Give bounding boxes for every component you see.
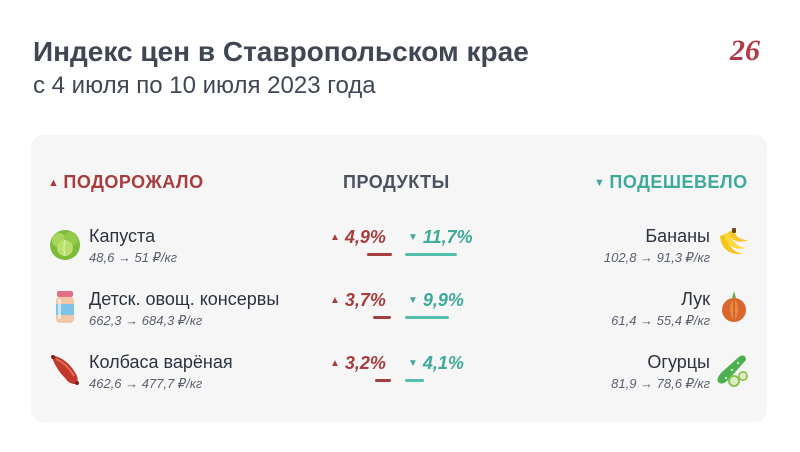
product-name: Колбаса варёная	[89, 352, 233, 372]
product-name: Огурцы	[647, 352, 710, 372]
sausage-icon	[51, 355, 79, 385]
header-price-up: ▲ ПОДОРОЖАЛО	[48, 172, 204, 192]
increase-percent: ▲ 3,7%	[330, 290, 386, 310]
cabbage-icon	[50, 230, 80, 260]
price-row: Детск. овощ. консервы 662,3 → 684,3 ₽/кг…	[0, 289, 800, 339]
increase-bar	[367, 253, 392, 256]
onion-icon	[722, 291, 746, 322]
decrease-percent: ▼ 11,7%	[408, 227, 473, 247]
header-products: ПРОДУКТЫ	[343, 172, 450, 192]
banana-icon	[720, 228, 748, 255]
down-triangle-icon: ▼	[594, 177, 606, 189]
logo-text: 26	[729, 34, 760, 67]
increase-bar	[373, 316, 391, 319]
price-change: 61,4 → 55,4 ₽/кг	[611, 313, 710, 328]
header-price-down: ▼ ПОДЕШЕВЕЛО	[594, 172, 748, 192]
increase-bar	[375, 379, 391, 382]
decrease-bar	[405, 253, 457, 256]
product-name: Капуста	[89, 226, 156, 246]
increase-percent: ▲ 3,2%	[330, 353, 386, 373]
down-triangle-icon: ▼	[408, 358, 418, 369]
down-triangle-icon: ▼	[408, 295, 418, 306]
product-name: Лук	[681, 289, 710, 309]
up-triangle-icon: ▲	[330, 295, 340, 306]
price-row: Колбаса варёная 462,6 → 477,7 ₽/кг ▲ 3,2%…	[0, 352, 800, 402]
price-change: 81,9 → 78,6 ₽/кг	[611, 376, 710, 391]
decrease-percent: ▼ 9,9%	[408, 290, 464, 310]
increase-percent: ▲ 4,9%	[330, 227, 386, 247]
decrease-bar	[405, 379, 424, 382]
brand-logo: 26	[729, 34, 760, 67]
down-triangle-icon: ▼	[408, 232, 418, 243]
price-row: Капуста 48,6 → 51 ₽/кг ▲ 4,9% ▼ 11,7% Бана…	[0, 226, 800, 276]
baby-food-jar-icon	[56, 291, 74, 323]
page-subtitle: с 4 июля по 10 июля 2023 года	[33, 72, 376, 99]
product-name: Бананы	[645, 226, 710, 246]
price-change: 48,6 → 51 ₽/кг	[89, 250, 178, 265]
cucumber-icon	[717, 355, 748, 387]
price-change: 102,8 → 91,3 ₽/кг	[603, 250, 710, 265]
price-change: 662,3 → 684,3 ₽/кг	[89, 313, 203, 328]
up-triangle-icon: ▲	[330, 232, 340, 243]
price-change: 462,6 → 477,7 ₽/кг	[89, 376, 203, 391]
up-triangle-icon: ▲	[330, 358, 340, 369]
decrease-percent: ▼ 4,1%	[408, 353, 464, 373]
page-title: Индекс цен в Ставропольском крае	[33, 36, 529, 67]
decrease-bar	[405, 316, 449, 319]
product-name: Детск. овощ. консервы	[89, 289, 280, 309]
price-panel	[31, 135, 767, 422]
up-triangle-icon: ▲	[48, 177, 60, 189]
